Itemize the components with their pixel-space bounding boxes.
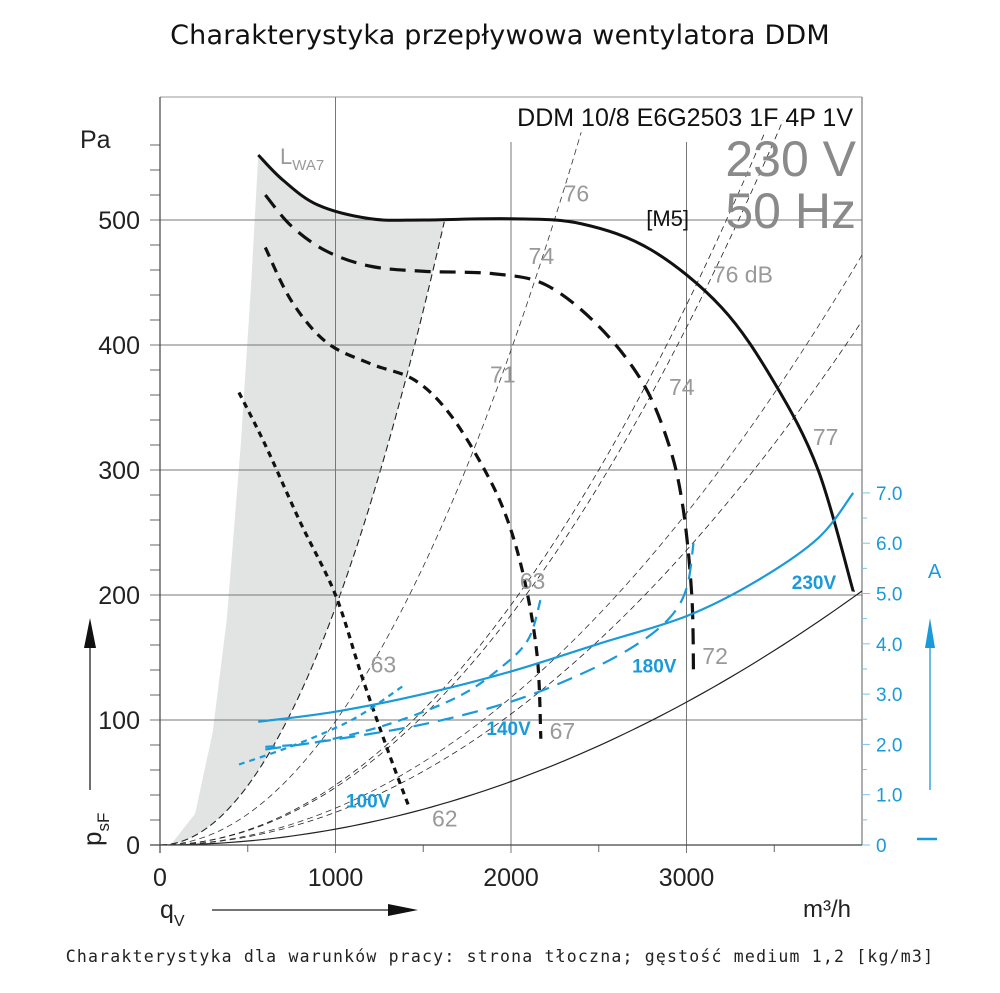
pressure-curves bbox=[237, 153, 855, 809]
x-tick-label: 3000 bbox=[659, 864, 715, 892]
db-level-label: 76 dB bbox=[713, 262, 773, 288]
x-tick-label: 2000 bbox=[483, 864, 539, 892]
current-tick-label: 0 bbox=[876, 836, 887, 857]
sound-region-fill bbox=[160, 155, 445, 845]
current-axis-label: A bbox=[928, 561, 942, 583]
current-tick-label: 5.0 bbox=[876, 585, 902, 606]
db-level-label: 63 bbox=[520, 568, 546, 594]
pressure-curve-100V bbox=[237, 391, 411, 809]
db-level-label: 63 bbox=[371, 652, 397, 678]
sound-level-label: LWA7 bbox=[280, 144, 324, 174]
db-level-label: 62 bbox=[432, 805, 458, 831]
x-axis-label: qV bbox=[160, 896, 185, 930]
voltage-curve-label: 230V bbox=[792, 573, 837, 594]
system-curve bbox=[160, 590, 862, 845]
x-axis-unit: m³/h bbox=[803, 896, 851, 923]
current-tick-label: 6.0 bbox=[876, 534, 902, 555]
current-tick-label: 3.0 bbox=[876, 685, 902, 706]
db-level-label: 67 bbox=[550, 718, 576, 744]
current-curve-180V bbox=[265, 543, 695, 751]
db-level-label: 76 bbox=[564, 180, 590, 206]
model-label: DDM 10/8 E6G2503 1F 4P 1V bbox=[517, 104, 853, 132]
voltage-curve-label: 180V bbox=[632, 657, 677, 678]
pressure-curve-180V bbox=[264, 193, 696, 677]
chart-title: Charakterystyka przepływowa wentylatora … bbox=[170, 20, 830, 51]
y-tick-label: 500 bbox=[98, 207, 140, 235]
frequency-label: 50 Hz bbox=[725, 183, 856, 239]
axes: 0 100 200 300 400 500 0 1000 2000 3000 0 1.0 2.0 3.0 4… bbox=[98, 97, 902, 892]
current-curve-100V bbox=[238, 683, 407, 766]
system-curve bbox=[160, 132, 582, 845]
voltage-label: 230 V bbox=[725, 131, 856, 187]
y-tick-label: 300 bbox=[98, 457, 140, 485]
y-tick-label: 200 bbox=[98, 582, 140, 610]
x-tick-label: 1000 bbox=[308, 864, 364, 892]
y-tick-label: 0 bbox=[126, 832, 140, 860]
db-level-label: 77 bbox=[813, 424, 839, 450]
pressure-curve-230V bbox=[257, 153, 855, 592]
system-curve bbox=[160, 130, 766, 845]
current-tick-label: 1.0 bbox=[876, 786, 902, 807]
motor-tag: [M5] bbox=[646, 206, 689, 231]
grid bbox=[150, 96, 863, 853]
system-curves bbox=[160, 120, 862, 845]
current-axis-arrow bbox=[917, 618, 937, 841]
current-curves bbox=[238, 492, 855, 766]
sound-shaded-region bbox=[159, 155, 445, 846]
pressure-curve-140V bbox=[263, 246, 543, 739]
y-axis-arrow bbox=[84, 618, 96, 790]
x-axis-arrow bbox=[212, 904, 418, 916]
system-curve bbox=[160, 254, 862, 845]
db-level-label: 74 bbox=[529, 243, 555, 269]
db-level-label: 71 bbox=[490, 362, 516, 388]
current-curve-140V bbox=[265, 598, 542, 749]
voltage-curve-label: 100V bbox=[346, 792, 391, 813]
system-curve bbox=[160, 120, 784, 845]
sound-region-boundary bbox=[159, 221, 445, 846]
y-tick-label: 400 bbox=[98, 332, 140, 360]
x-tick-label: 0 bbox=[153, 864, 167, 892]
svg-text:psF: psF bbox=[77, 813, 113, 846]
y-tick-label: 100 bbox=[98, 707, 140, 735]
current-curve-230V bbox=[258, 492, 855, 723]
chart-footer: Charakterystyka dla warunków pracy: stro… bbox=[65, 947, 935, 966]
y-axis-label: psF bbox=[77, 813, 113, 846]
db-level-label: 74 bbox=[669, 374, 695, 400]
current-tick-label: 4.0 bbox=[876, 635, 902, 656]
db-level-label: 72 bbox=[702, 643, 728, 669]
current-tick-label: 7.0 bbox=[876, 484, 902, 505]
annotations: 76 74 71 76 dB 74 77 63 63 67 72 62 230V 180V 140V 100… bbox=[346, 180, 838, 831]
voltage-curve-label: 140V bbox=[486, 719, 531, 740]
system-curve bbox=[160, 320, 862, 845]
current-tick-label: 2.0 bbox=[876, 735, 902, 756]
y-axis-unit: Pa bbox=[80, 126, 111, 154]
